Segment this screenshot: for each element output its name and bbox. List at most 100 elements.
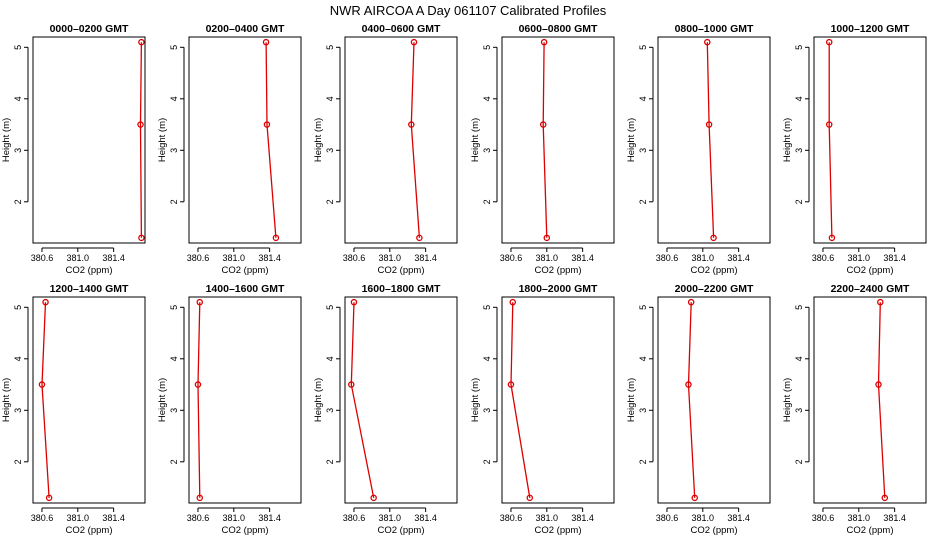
y-tick-label: 2: [325, 199, 335, 204]
data-point: [196, 298, 204, 306]
x-tick-label: 381.4: [883, 253, 906, 263]
y-axis-label: Height (m): [470, 378, 481, 422]
panel-title: 0200–0400 GMT: [206, 23, 285, 35]
panel-title: 1000–1200 GMT: [831, 23, 910, 35]
plot-frame: [344, 36, 458, 244]
x-tick-label: 380.6: [187, 253, 210, 263]
y-tick-label: 3: [13, 148, 23, 153]
x-tick-label: 381.4: [571, 253, 594, 263]
y-tick-label: 5: [794, 305, 804, 310]
y-tick-label: 4: [169, 96, 179, 101]
data-point: [685, 381, 692, 388]
y-tick-label: 5: [13, 305, 23, 310]
x-tick-label: 380.6: [812, 253, 835, 263]
y-tick-label: 2: [169, 459, 179, 464]
profile-line: [41, 302, 50, 498]
data-point: [875, 381, 882, 388]
y-tick-label: 3: [482, 148, 492, 153]
x-tick-label: 381.4: [414, 253, 437, 263]
y-tick-label: 5: [325, 305, 335, 310]
x-tick-label: 381.4: [414, 513, 437, 523]
panel-title: 0800–1000 GMT: [675, 23, 754, 35]
data-point: [416, 234, 423, 242]
chart-title: NWR AIRCOA A Day 061107 Calibrated Profi…: [329, 3, 607, 18]
x-axis-label: CO2 (ppm): [691, 525, 738, 536]
plot-frame: [188, 296, 302, 504]
data-point: [825, 38, 833, 46]
data-point: [370, 494, 377, 502]
y-tick-label: 3: [13, 408, 23, 413]
y-axis-label: Height (m): [782, 378, 793, 422]
x-tick-label: 381.4: [102, 253, 125, 263]
y-tick-label: 4: [169, 356, 179, 361]
data-point: [828, 234, 836, 242]
data-point: [704, 38, 711, 46]
panel-title: 1200–1400 GMT: [50, 283, 129, 295]
x-tick-label: 381.4: [727, 253, 750, 263]
y-tick-label: 2: [13, 459, 23, 464]
x-tick-label: 380.6: [343, 513, 366, 523]
x-axis-label: CO2 (ppm): [535, 525, 582, 536]
x-tick-label: 381.0: [848, 513, 871, 523]
profile-line: [197, 302, 201, 498]
x-axis-label: CO2 (ppm): [66, 265, 113, 276]
profile-line: [350, 302, 375, 499]
x-tick-label: 380.6: [31, 253, 54, 263]
x-tick-label: 381.0: [67, 253, 90, 263]
data-point: [543, 234, 551, 242]
profile-line: [706, 42, 715, 238]
x-tick-label: 381.0: [536, 513, 559, 523]
y-tick-label: 3: [325, 148, 335, 153]
profile-line: [510, 302, 531, 499]
y-axis-label: Height (m): [626, 118, 637, 162]
panel-title: 0400–0600 GMT: [362, 23, 441, 35]
data-point: [138, 38, 145, 46]
x-axis-label: CO2 (ppm): [847, 525, 894, 536]
x-tick-label: 381.0: [223, 253, 246, 263]
data-point: [262, 38, 270, 46]
y-tick-label: 4: [13, 96, 23, 101]
x-tick-label: 380.6: [500, 253, 523, 263]
profile-line: [877, 302, 886, 498]
x-tick-label: 381.0: [536, 253, 559, 263]
y-tick-label: 2: [794, 199, 804, 204]
plot-frame: [344, 296, 458, 504]
y-tick-label: 4: [482, 356, 492, 361]
y-axis-label: Height (m): [1, 378, 12, 422]
y-axis-label: Height (m): [313, 118, 324, 162]
y-axis-label: Height (m): [313, 378, 324, 422]
plot-frame: [657, 36, 771, 244]
data-point: [194, 381, 202, 388]
data-point: [507, 381, 515, 388]
y-tick-label: 5: [482, 45, 492, 50]
panel-title: 0000–0200 GMT: [50, 23, 129, 35]
x-tick-label: 380.6: [343, 253, 366, 263]
plot-frame: [501, 36, 615, 244]
plot-frame: [32, 296, 146, 504]
y-tick-label: 5: [325, 45, 335, 50]
x-tick-label: 380.6: [500, 513, 523, 523]
data-point: [881, 494, 889, 502]
y-tick-label: 4: [325, 356, 335, 361]
panel-title: 2200–2400 GMT: [831, 283, 910, 295]
y-tick-label: 5: [169, 305, 179, 310]
y-tick-label: 2: [13, 199, 23, 204]
y-axis-label: Height (m): [470, 118, 481, 162]
data-point: [691, 494, 698, 502]
data-point: [509, 298, 517, 306]
profile-line: [410, 42, 421, 238]
data-point: [196, 494, 204, 502]
y-tick-label: 4: [638, 356, 648, 361]
y-tick-label: 2: [482, 459, 492, 464]
data-point: [272, 234, 280, 242]
y-tick-label: 3: [638, 408, 648, 413]
y-tick-label: 2: [482, 199, 492, 204]
data-point: [540, 38, 548, 46]
y-tick-label: 5: [13, 45, 23, 50]
y-axis-label: Height (m): [626, 378, 637, 422]
x-tick-label: 381.4: [258, 513, 281, 523]
plot-frame: [657, 296, 771, 504]
panel-title: 0600–0800 GMT: [519, 23, 598, 35]
